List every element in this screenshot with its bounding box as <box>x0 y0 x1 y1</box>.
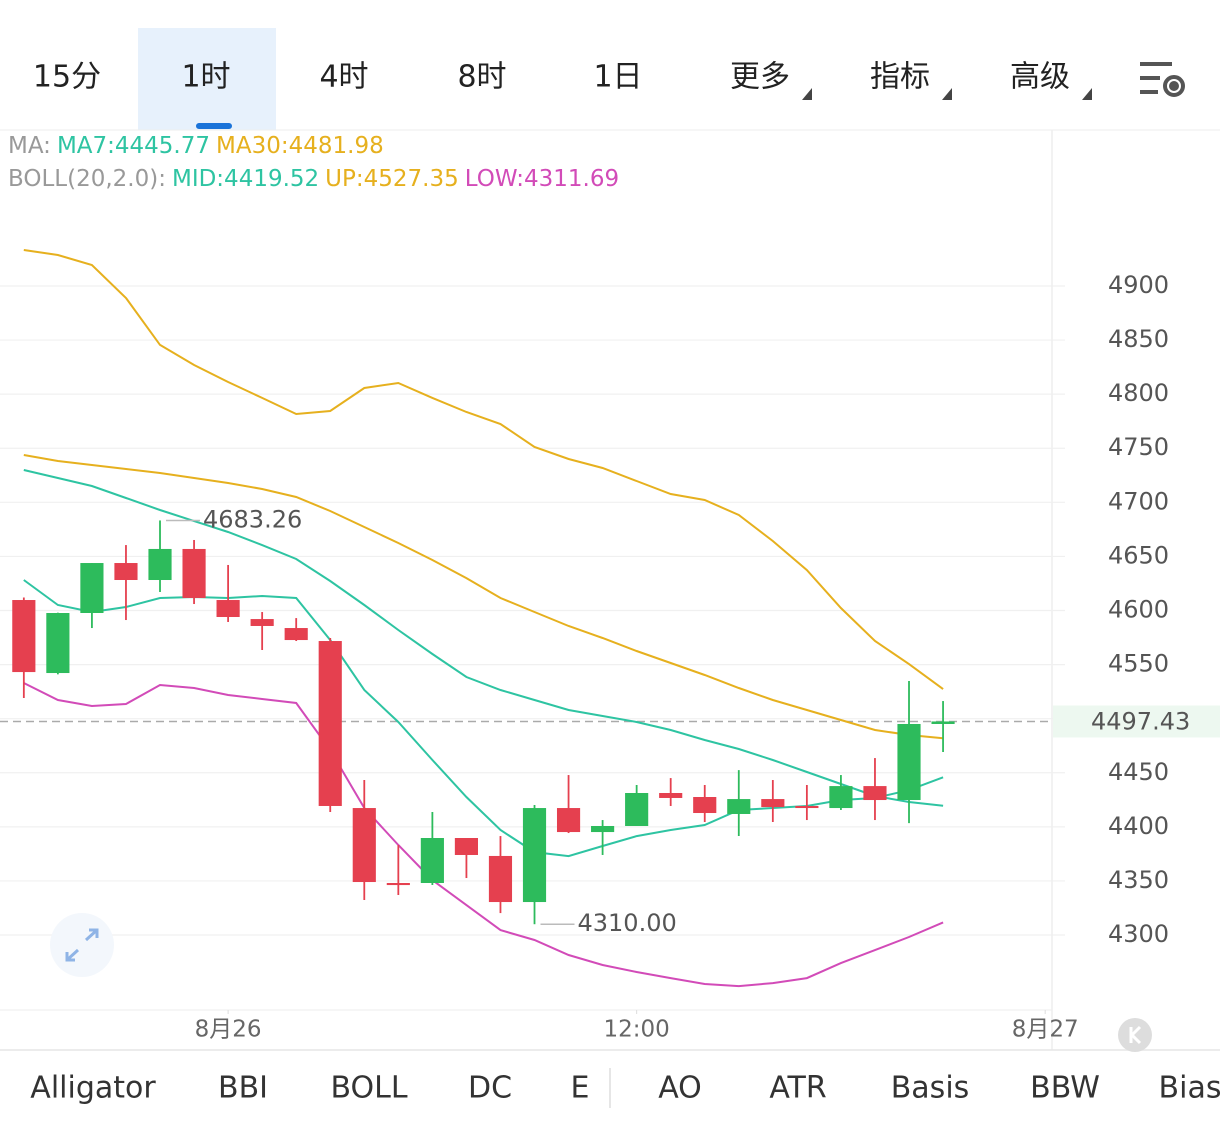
candle-body <box>625 793 649 826</box>
x-tick-label: 8月27 <box>1012 1017 1079 1043</box>
tab[interactable]: 15分 <box>33 60 101 95</box>
candle-body <box>12 600 36 673</box>
indicator-tab[interactable]: Basis <box>891 1071 970 1106</box>
y-tick-label: 4700 <box>1108 487 1169 515</box>
dropdown-arrow <box>1082 88 1092 100</box>
plot: 4683.26 4310.00 <box>0 249 1052 988</box>
dropdown-arrow <box>802 88 812 100</box>
indicator-line <box>23 454 944 740</box>
annotation-label: 4310.00 <box>578 909 677 937</box>
y-tick-label: 4900 <box>1108 271 1169 299</box>
candle-body <box>250 619 274 626</box>
y-tick-label: 4400 <box>1108 812 1169 840</box>
tab-highlight <box>138 28 276 130</box>
indicator-tab[interactable]: Alligator <box>30 1071 156 1106</box>
candle-body <box>522 808 547 903</box>
indicator-tab[interactable]: E <box>571 1071 590 1106</box>
annotation-label: 4683.26 <box>203 505 302 533</box>
indicator-tab[interactable]: Bias <box>1159 1071 1220 1106</box>
candle-body <box>556 808 581 833</box>
candle-body <box>829 786 853 809</box>
candle-body <box>386 883 410 886</box>
candle-body <box>352 808 376 883</box>
expand-button[interactable] <box>50 913 114 977</box>
tab[interactable]: 指标 <box>870 60 930 95</box>
tab-indicator <box>196 123 232 129</box>
legend-entry: MA30:4481.98 <box>216 133 384 159</box>
settings-icon[interactable] <box>1140 62 1185 97</box>
indicator-tabs: Alligator BBI BOLL DC E AO ATR Basis BBW Bias <box>30 1071 1220 1106</box>
legend-row: BOLL(20,2.0): MID:4419.52 UP:4527.35 LOW:43… <box>8 166 619 192</box>
indicator-tab[interactable]: BBI <box>218 1071 268 1106</box>
candle-body <box>46 612 70 674</box>
indicator-line <box>23 249 944 690</box>
candle-body <box>148 548 172 581</box>
indicator-line <box>23 579 944 858</box>
candle-body <box>931 721 955 724</box>
legend-group-label: MA: <box>8 133 51 159</box>
candle-body <box>318 641 342 806</box>
x-tick-label: 8月26 <box>195 1017 262 1043</box>
candle-body <box>80 563 104 613</box>
indicator-line <box>23 469 944 807</box>
y-tick-label: 4650 <box>1108 541 1169 569</box>
y-tick-label: 4850 <box>1108 325 1169 353</box>
candle-body <box>761 799 785 808</box>
legend-entry: UP:4527.35 <box>325 166 459 192</box>
indicator-tab[interactable]: DC <box>468 1071 512 1106</box>
y-tick-label: 4350 <box>1108 866 1169 894</box>
candle-body <box>488 855 513 903</box>
indicator-tab[interactable]: BOLL <box>330 1071 407 1106</box>
legend-entry: LOW:4311.69 <box>465 166 619 192</box>
indicator-tab[interactable]: AO <box>658 1071 702 1106</box>
back-button[interactable] <box>1118 1018 1152 1052</box>
indicator-tab[interactable]: ATR <box>769 1071 826 1106</box>
candle-body <box>284 628 308 641</box>
dropdown-arrow <box>942 88 952 100</box>
candle-body <box>114 563 138 581</box>
legend-row: MA: MA7:4445.77 MA30:4481.98 <box>8 133 384 159</box>
candle-body <box>727 799 751 814</box>
candle-body <box>693 797 717 814</box>
y-tick-label: 4550 <box>1108 650 1169 678</box>
candle-body <box>795 805 819 809</box>
y-tick-label: 4300 <box>1108 920 1169 948</box>
candle-body <box>659 793 683 798</box>
x-tick-label: 12:00 <box>603 1017 669 1043</box>
y-tick-label: 4750 <box>1108 433 1169 461</box>
candle-body <box>897 723 921 801</box>
tab[interactable]: 1时 <box>181 60 230 95</box>
candle-body <box>863 786 887 801</box>
candle-body <box>591 825 615 833</box>
tab[interactable]: 4时 <box>319 60 368 95</box>
legend-group-label: BOLL(20,2.0): <box>8 166 166 192</box>
candle-body <box>454 838 478 855</box>
tab[interactable]: 1日 <box>593 60 642 95</box>
y-tick-label: 4450 <box>1108 758 1169 786</box>
candle-body <box>182 548 206 598</box>
y-tick-label: 4800 <box>1108 379 1169 407</box>
axes: 4300435044004450450045504600465047004750… <box>195 271 1220 1043</box>
tab[interactable]: 更多 <box>730 60 790 95</box>
legend-entry: MA7:4445.77 <box>57 133 210 159</box>
current-price-box <box>1053 705 1220 738</box>
tab[interactable]: 高级 <box>1010 60 1070 95</box>
candle-body <box>420 838 444 884</box>
tab[interactable]: 8时 <box>457 60 506 95</box>
timeframe-tabs: 15分 1时 4时 8时 1日 更多 指标 高级 <box>33 28 1092 130</box>
indicator-tab[interactable]: BBW <box>1030 1071 1100 1106</box>
candle-body <box>216 600 240 618</box>
legend-entry: MID:4419.52 <box>172 166 319 192</box>
indicator-line <box>23 682 944 988</box>
current-price-label: 4497.43 <box>1091 707 1190 735</box>
y-tick-label: 4600 <box>1108 596 1169 624</box>
